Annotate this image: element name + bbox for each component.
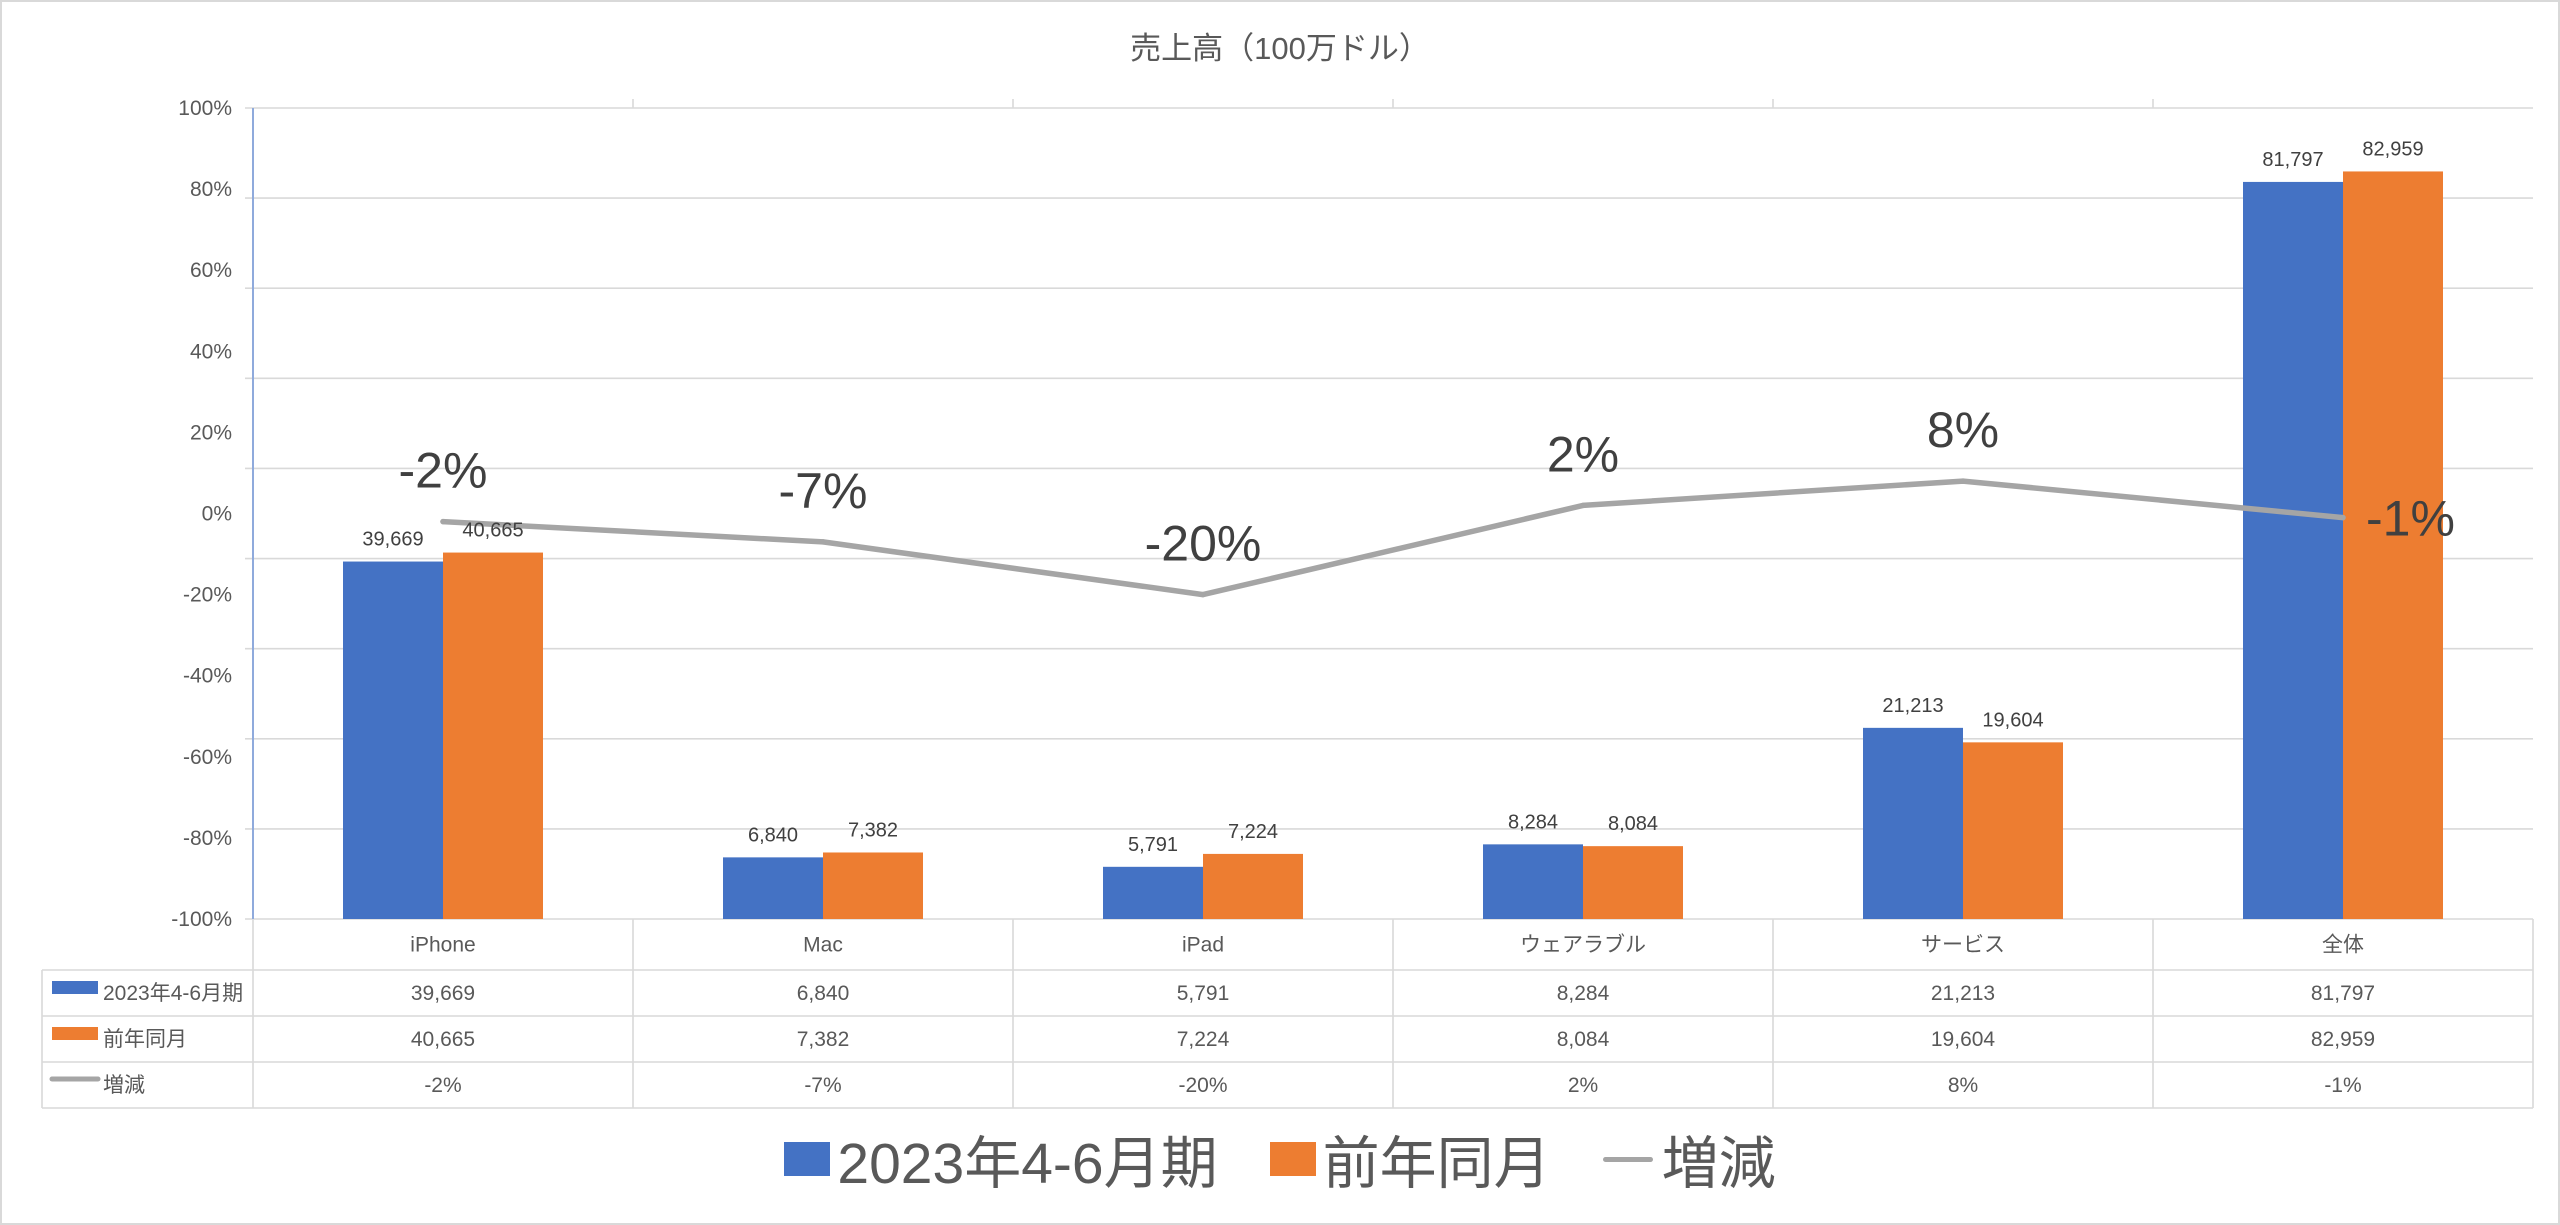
bar-data-label-prior-year-ipad: 7,224 <box>1228 821 1278 843</box>
table-row-label-current-quarter: 2023年4-6月期 <box>103 982 243 1005</box>
label-layer: 100% 80% 60% 40% 20% 0% -20% -40% -60% -80% -100% 3… <box>171 97 2455 931</box>
line-data-label-iphone: -2% <box>399 443 488 499</box>
table-cell-change-wearables: 2% <box>1568 1074 1598 1097</box>
table-cell-prior-year-wearables: 8,084 <box>1557 1028 1610 1051</box>
chart-title: 売上高（100万ドル） <box>1130 31 1430 66</box>
table-cell-prior-year-ipad: 7,224 <box>1177 1028 1230 1051</box>
line-point-wearables <box>1580 502 1586 509</box>
category-label-mac: Mac <box>803 934 843 957</box>
series-line-change <box>440 478 2346 598</box>
line-point-ipad <box>1200 591 1206 598</box>
bar-data-label-prior-year-total: 82,959 <box>2362 138 2423 160</box>
line-point-iphone <box>440 518 446 525</box>
bar-prior-year-services <box>1963 742 2063 919</box>
bar-prior-year-iphone <box>443 552 543 919</box>
table-cell-current-quarter-ipad: 5,791 <box>1177 982 1230 1005</box>
table-cell-current-quarter-wearables: 8,284 <box>1557 982 1610 1005</box>
table-cell-current-quarter-services: 21,213 <box>1931 982 1995 1005</box>
legend-item-current-quarter: 2023年4-6月期 <box>784 1118 1218 1200</box>
line-data-label-services: 8% <box>1927 402 1999 458</box>
grid-layer <box>245 99 2533 920</box>
bar-current-quarter-mac <box>723 857 823 919</box>
y-tick-label: 0% <box>202 503 232 526</box>
table-row-label-change: 増減 <box>103 1074 145 1097</box>
table-cell-current-quarter-mac: 6,840 <box>797 982 850 1005</box>
bar-data-label-current-quarter-mac: 6,840 <box>748 824 798 846</box>
bar-current-quarter-total <box>2243 181 2343 919</box>
y-tick-label: -20% <box>183 584 232 607</box>
category-label-total: 全体 <box>2322 934 2364 957</box>
legend-swatch-current-quarter <box>784 1142 831 1176</box>
y-tick-label: 100% <box>178 97 232 120</box>
legend-label-change: 増減 <box>1661 1132 1776 1196</box>
line-point-services <box>1960 478 1966 484</box>
category-label-iphone: iPhone <box>410 934 475 957</box>
line-data-label-ipad: -20% <box>1145 516 1262 572</box>
bar-data-label-prior-year-services: 19,604 <box>1982 709 2043 731</box>
data-table: iPhone Mac iPad ウェアラブル サービス 全体 2023年4-6月期 39,66… <box>41 919 2534 1109</box>
bar-data-label-current-quarter-services: 21,213 <box>1882 695 1943 717</box>
table-cell-change-total: -1% <box>2324 1074 2361 1097</box>
bar-prior-year-wearables <box>1583 846 1683 919</box>
table-cell-current-quarter-total: 81,797 <box>2311 982 2375 1005</box>
line-point-mac <box>820 539 826 545</box>
legend-swatch-change <box>1602 1156 1653 1162</box>
table-cell-prior-year-total: 82,959 <box>2311 1028 2375 1051</box>
table-cell-change-iphone: -2% <box>424 1074 461 1097</box>
bar-prior-year-total <box>2343 171 2443 919</box>
y-tick-label: 60% <box>190 259 232 282</box>
bar-prior-year-mac <box>823 852 923 919</box>
bar-layer <box>343 171 2443 919</box>
y-tick-label: 80% <box>190 178 232 201</box>
table-cell-current-quarter-iphone: 39,669 <box>411 982 475 1005</box>
table-row-label-prior-year: 前年同月 <box>103 1028 187 1051</box>
y-tick-label: 20% <box>190 421 232 444</box>
line-layer <box>440 478 2346 598</box>
table-cell-prior-year-iphone: 40,665 <box>411 1028 475 1051</box>
legend-label-prior-year: 前年同月 <box>1322 1132 1551 1196</box>
bar-data-label-current-quarter-iphone: 39,669 <box>362 529 423 551</box>
bar-prior-year-ipad <box>1203 853 1303 919</box>
bar-data-label-prior-year-iphone: 40,665 <box>462 520 523 542</box>
bar-current-quarter-ipad <box>1103 866 1203 919</box>
legend-label-current-quarter: 2023年4-6月期 <box>837 1132 1218 1196</box>
category-label-wearables: ウェアラブル <box>1520 934 1646 957</box>
table-cell-change-mac: -7% <box>804 1074 841 1097</box>
bar-current-quarter-iphone <box>343 561 443 919</box>
y-tick-label: -100% <box>171 908 232 931</box>
y-tick-label: -80% <box>183 827 232 850</box>
line-data-label-total: -1% <box>2366 491 2455 547</box>
y-tick-label: -60% <box>183 746 232 769</box>
bar-current-quarter-services <box>1863 727 1963 919</box>
category-label-ipad: iPad <box>1182 934 1224 957</box>
table-cell-change-services: 8% <box>1948 1074 1978 1097</box>
line-data-label-mac: -7% <box>779 463 868 519</box>
y-tick-label: 40% <box>190 340 232 363</box>
bar-current-quarter-wearables <box>1483 844 1583 919</box>
line-data-label-wearables: 2% <box>1547 426 1619 482</box>
bar-data-label-prior-year-mac: 7,382 <box>848 819 898 841</box>
bar-data-label-current-quarter-total: 81,797 <box>2262 149 2323 171</box>
category-label-services: サービス <box>1921 934 2005 957</box>
table-cell-change-ipad: -20% <box>1178 1074 1227 1097</box>
table-cell-prior-year-services: 19,604 <box>1931 1028 1996 1051</box>
legend: 2023年4-6月期 前年同月 増減 <box>0 1119 2560 1199</box>
bar-data-label-prior-year-wearables: 8,084 <box>1608 813 1658 835</box>
y-tick-label: -40% <box>183 665 232 688</box>
bar-data-label-current-quarter-ipad: 5,791 <box>1128 834 1178 856</box>
legend-swatch-prior-year <box>1269 1142 1316 1176</box>
legend-item-change: 増減 <box>1602 1118 1776 1200</box>
table-legend-key-prior-year <box>52 1027 98 1040</box>
table-cell-prior-year-mac: 7,382 <box>797 1028 850 1051</box>
table-legend-key-current-quarter <box>52 981 98 994</box>
line-point-total <box>2340 514 2346 521</box>
bar-data-label-current-quarter-wearables: 8,284 <box>1508 811 1558 833</box>
legend-item-prior-year: 前年同月 <box>1269 1118 1551 1200</box>
